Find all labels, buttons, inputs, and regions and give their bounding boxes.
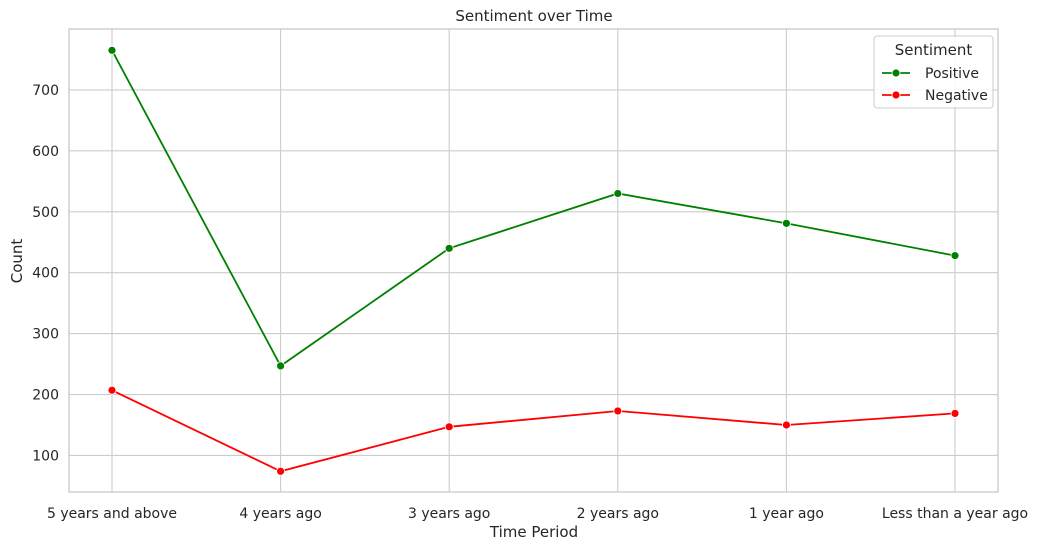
x-tick-label: 4 years ago [239, 506, 321, 522]
y-tick-label: 500 [32, 205, 59, 221]
y-tick-label: 200 [32, 388, 59, 404]
legend-swatch-marker [891, 68, 901, 78]
series-lines [107, 45, 960, 476]
data-point-positive [950, 251, 960, 261]
series-line-negative [111, 389, 956, 473]
x-axis-ticks: 5 years and above 4 years ago 3 years ago 2… [47, 506, 1028, 522]
legend-title: Sentiment [895, 41, 973, 59]
data-point-positive [782, 218, 791, 228]
x-tick-label: Less than a year ago [882, 506, 1028, 522]
y-tick-label: 700 [32, 83, 59, 99]
plot-border [68, 28, 999, 493]
y-tick-label: 300 [32, 327, 59, 343]
data-point-negative [107, 385, 117, 395]
data-point-negative [782, 420, 791, 430]
plot-frame [68, 28, 999, 493]
data-point-positive [444, 243, 454, 253]
legend-label: Negative [925, 88, 988, 104]
series-negative [107, 385, 960, 476]
data-point-negative [950, 409, 960, 418]
legend-label: Positive [925, 66, 979, 82]
grid-lines [69, 29, 998, 492]
x-axis-label: Time Period [489, 523, 578, 541]
x-tick-label: 1 year ago [749, 506, 824, 522]
series-line-positive [111, 49, 956, 368]
y-tick-label: 400 [32, 266, 59, 282]
y-axis-label: Count [8, 239, 26, 284]
data-point-negative [444, 422, 454, 432]
legend-entry-positive: Positive [882, 66, 979, 82]
x-tick-label: 3 years ago [408, 506, 490, 522]
chart-title: Sentiment over Time [455, 7, 612, 25]
y-tick-label: 600 [32, 144, 59, 160]
legend: Sentiment Positive Negative [873, 35, 994, 109]
y-tick-label: 100 [32, 448, 59, 464]
legend-entry-negative: Negative [882, 88, 988, 104]
x-tick-label: 5 years and above [47, 506, 177, 522]
y-axis-ticks: 100 200 300 400 500 600 700 [32, 83, 59, 465]
x-tick-label: 2 years ago [577, 506, 659, 522]
data-point-positive [613, 189, 623, 198]
series-positive [107, 45, 960, 371]
legend-box [873, 35, 994, 109]
data-point-positive [107, 45, 117, 55]
legend-swatch-marker [891, 90, 901, 100]
data-point-positive [276, 361, 286, 371]
data-point-negative [276, 466, 286, 476]
data-point-negative [613, 406, 623, 416]
